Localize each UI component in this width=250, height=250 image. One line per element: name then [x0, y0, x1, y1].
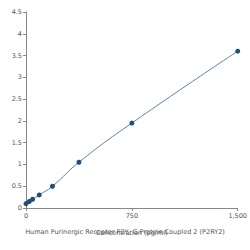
svg-text:4.5: 4.5 [12, 8, 22, 16]
svg-text:Human Purinergic Receptor P2Y,: Human Purinergic Receptor P2Y, G Protein… [25, 228, 225, 236]
svg-text:1.5: 1.5 [12, 139, 22, 147]
svg-text:1: 1 [18, 160, 22, 168]
svg-text:0.5: 0.5 [12, 182, 22, 190]
svg-text:1,500: 1,500 [228, 212, 247, 220]
svg-text:2.5: 2.5 [12, 95, 22, 103]
svg-text:3.5: 3.5 [12, 52, 22, 60]
svg-text:4: 4 [18, 30, 22, 38]
svg-text:750: 750 [126, 212, 138, 220]
svg-text:2: 2 [18, 117, 22, 125]
svg-text:3: 3 [18, 73, 22, 81]
svg-text:0: 0 [18, 204, 22, 212]
svg-text:0: 0 [24, 212, 28, 220]
